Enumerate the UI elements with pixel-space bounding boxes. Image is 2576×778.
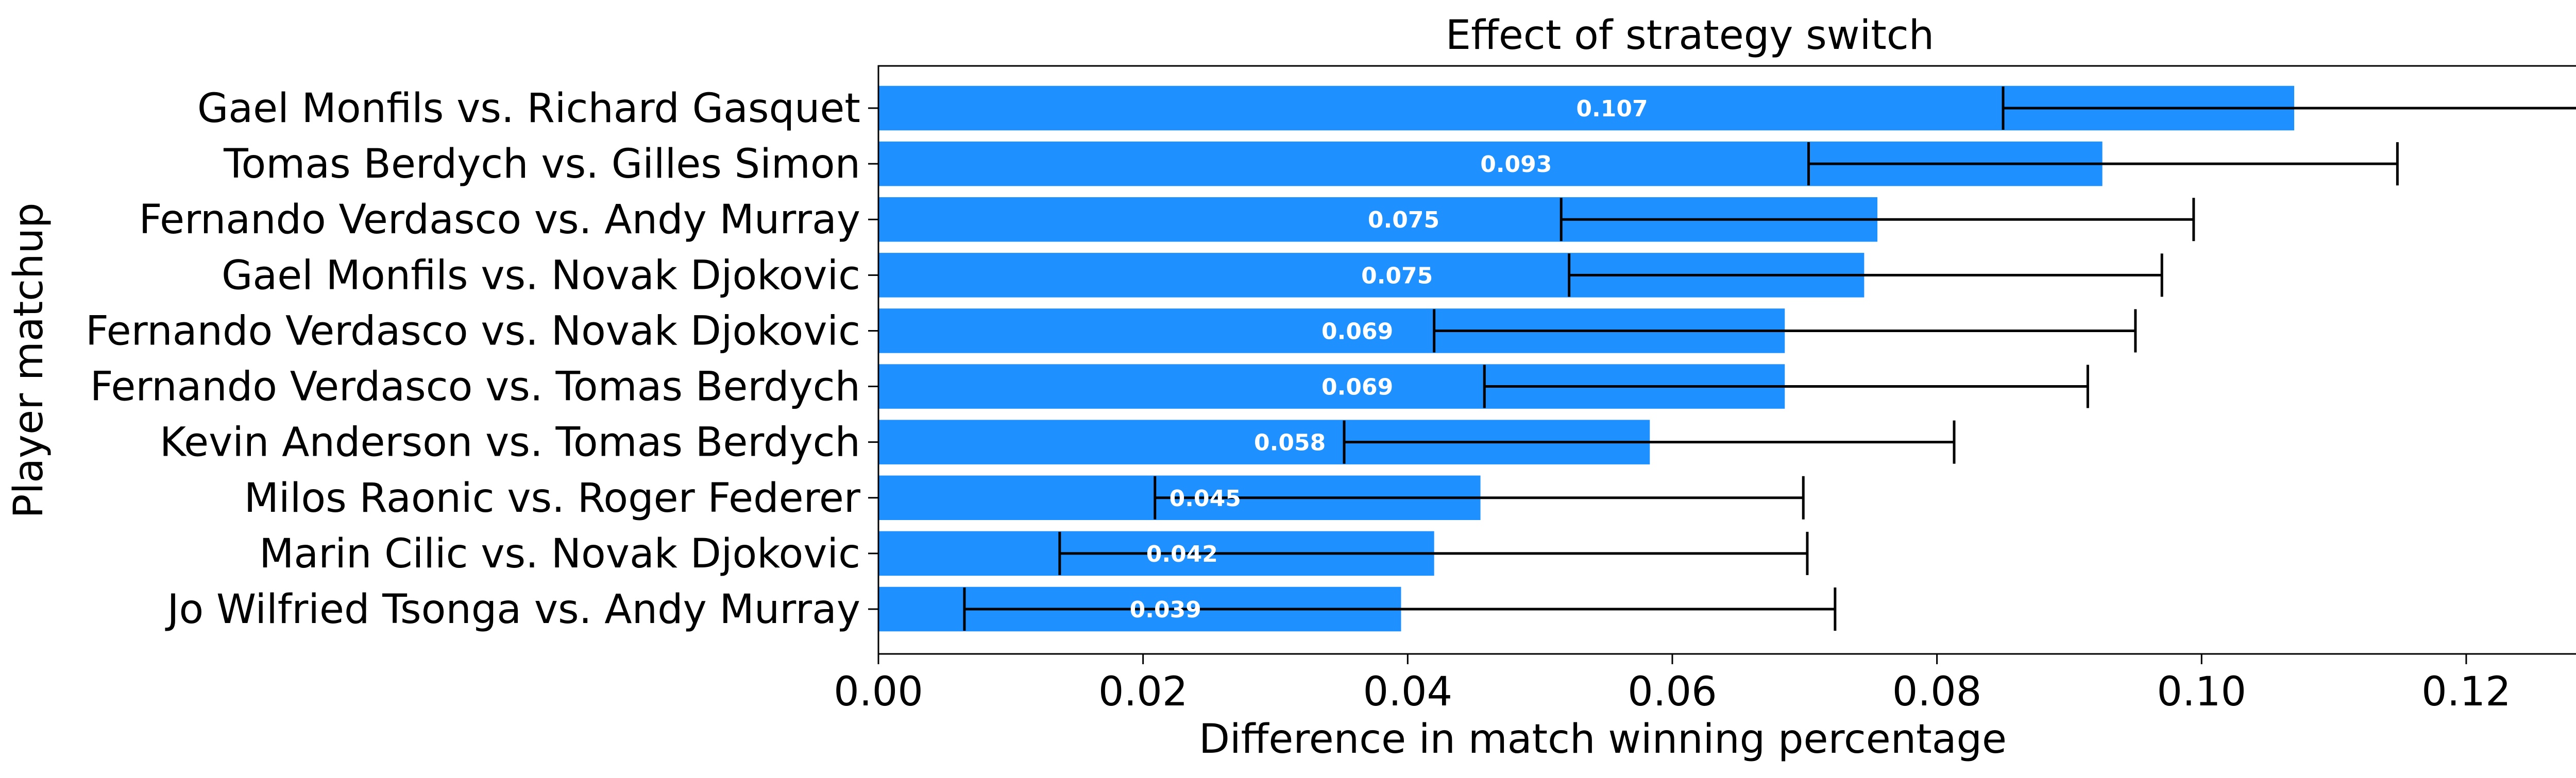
x-axis-label: Difference in match winning percentage [1199, 716, 2007, 763]
y-tick-label: Fernando Verdasco vs. Novak Djokovic [86, 308, 860, 354]
y-axis-label: Player matchup [6, 202, 52, 518]
value-label: 0.058 [1254, 430, 1326, 456]
x-axis-ticks: 0.00 0.02 0.04 0.06 0.08 0.10 0.12 [834, 654, 2511, 715]
value-labels-layer: 0.107 0.093 0.075 0.075 0.069 0.069 0.058 0.045… [1130, 96, 1648, 623]
value-label: 0.042 [1146, 541, 1218, 567]
value-label: 0.093 [1480, 151, 1552, 178]
x-tick-label: 0.08 [1892, 669, 1982, 715]
y-tick-label: Fernando Verdasco vs. Andy Murray [139, 197, 860, 243]
value-label: 0.069 [1321, 374, 1393, 401]
x-tick-label: 0.10 [2157, 669, 2246, 715]
y-tick-label: Marin Cilic vs. Novak Djokovic [259, 531, 860, 577]
error-bars-layer [963, 87, 2576, 631]
value-label: 0.075 [1368, 207, 1439, 233]
plot-frame [877, 65, 2576, 655]
y-tick-label: Gael Monfils vs. Novak Djokovic [222, 252, 860, 299]
value-label: 0.107 [1576, 96, 1648, 122]
y-tick-label: Milos Raonic vs. Roger Federer [244, 475, 861, 522]
x-tick-label: 0.06 [1628, 669, 1717, 715]
x-tick-label: 0.04 [1363, 669, 1452, 715]
x-tick-label: 0.02 [1098, 669, 1188, 715]
value-label: 0.069 [1321, 318, 1393, 344]
y-axis-ticks: Gael Monfils vs. Richard Gasquet Tomas Be… [86, 85, 878, 633]
y-tick-label: Jo Wilfried Tsonga vs. Andy Murray [165, 586, 861, 633]
chart-title: Effect of strategy switch [1446, 12, 1934, 59]
y-tick-label: Tomas Berdych vs. Gilles Simon [223, 141, 860, 187]
bars-layer [878, 85, 2295, 632]
y-tick-label: Kevin Anderson vs. Tomas Berdych [160, 420, 860, 466]
value-label: 0.039 [1130, 597, 1201, 623]
y-tick-label: Gael Monfils vs. Richard Gasquet [197, 85, 860, 132]
x-tick-label: 0.00 [834, 669, 923, 715]
y-tick-label: Fernando Verdasco vs. Tomas Berdych [90, 364, 860, 410]
value-label: 0.045 [1170, 486, 1241, 512]
x-tick-label: 0.12 [2421, 669, 2511, 715]
value-label: 0.075 [1361, 263, 1433, 289]
